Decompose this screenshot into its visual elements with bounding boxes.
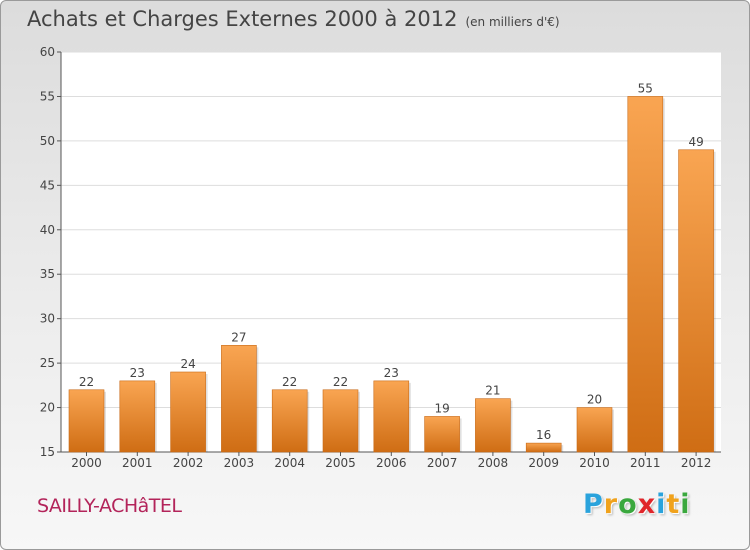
bar: [170, 371, 206, 453]
data-label: 22: [282, 375, 297, 389]
data-label: 22: [333, 375, 348, 389]
x-tick-label: 2012: [681, 456, 712, 470]
y-tick-label: 25: [40, 356, 55, 370]
y-tick-label: 60: [40, 45, 55, 59]
data-label: 16: [536, 428, 551, 442]
data-label: 49: [688, 135, 703, 149]
x-tick-label: 2011: [630, 456, 661, 470]
chart-subtitle: (en milliers d'€): [465, 15, 560, 29]
x-tick-label: 2009: [528, 456, 559, 470]
logo-letter: P: [583, 489, 604, 520]
y-tick-label: 35: [40, 267, 55, 281]
logo-letter: i: [656, 489, 667, 520]
bar: [576, 407, 613, 453]
logo-letter: t: [666, 489, 681, 520]
bar: [475, 398, 511, 453]
bar: [322, 389, 359, 453]
y-tick-label: 40: [40, 223, 55, 237]
x-tick-label: 2006: [376, 456, 407, 470]
x-tick-label: 2004: [274, 456, 305, 470]
logo-letter: i: [680, 489, 691, 520]
bar: [424, 416, 460, 453]
x-tick-label: 2005: [325, 456, 356, 470]
chart-title: Achats et Charges Externes 2000 à 2012 (e…: [27, 7, 560, 31]
chart-title-text: Achats et Charges Externes 2000 à 2012: [27, 7, 458, 31]
data-label: 21: [485, 384, 500, 398]
bar: [119, 380, 156, 453]
x-tick-label: 2001: [122, 456, 153, 470]
logo-letter: x: [637, 489, 657, 520]
x-tick-label: 2003: [224, 456, 255, 470]
y-tick-label: 55: [40, 89, 55, 103]
y-tick-label: 15: [40, 445, 55, 459]
bar: [221, 345, 257, 453]
data-label: 23: [384, 366, 399, 380]
bar: [68, 389, 105, 453]
y-tick-label: 20: [40, 401, 55, 415]
data-label: 19: [434, 401, 449, 415]
bar: [678, 149, 714, 453]
data-label: 24: [180, 357, 195, 371]
logo-letter: r: [603, 489, 619, 520]
y-tick-label: 30: [40, 312, 55, 326]
y-tick-label: 45: [40, 178, 55, 192]
x-tick-label: 2008: [478, 456, 509, 470]
data-label: 23: [130, 366, 145, 380]
y-tick-label: 50: [40, 134, 55, 148]
x-tick-label: 2007: [427, 456, 458, 470]
x-tick-label: 2000: [71, 456, 102, 470]
data-label: 22: [79, 375, 94, 389]
bar: [271, 389, 308, 453]
bar: [373, 380, 410, 453]
proxiti-logo: Proxiti: [583, 489, 691, 520]
data-label: 20: [587, 393, 602, 407]
data-label: 55: [638, 81, 653, 95]
commune-name: SAILLY-ACHâTEL: [37, 495, 182, 517]
logo-letter: o: [618, 489, 638, 520]
data-label: 27: [231, 330, 246, 344]
bar: [525, 442, 562, 453]
x-tick-label: 2002: [173, 456, 204, 470]
bar: [627, 96, 664, 453]
x-tick-label: 2010: [579, 456, 610, 470]
